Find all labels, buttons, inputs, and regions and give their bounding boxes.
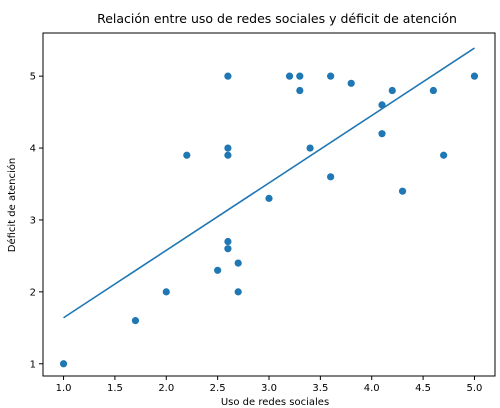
y-tick-label: 3 [30, 215, 36, 226]
y-tick-label: 1 [30, 359, 36, 370]
scatter-point [224, 237, 232, 246]
scatter-point [224, 245, 232, 253]
x-tick-label: 1.5 [107, 383, 123, 394]
x-tick-label: 5.0 [467, 383, 483, 394]
x-tick-label: 4.0 [364, 383, 380, 394]
scatter-point [214, 266, 222, 274]
y-tick-label: 4 [30, 144, 36, 155]
scatter-point [388, 86, 396, 95]
x-tick-label: 3.5 [312, 383, 328, 394]
x-tick-label: 3.0 [261, 383, 277, 394]
scatter-point [296, 86, 304, 95]
scatter-point [327, 72, 335, 80]
scatter-point [59, 360, 68, 368]
scatter-point [162, 288, 170, 296]
y-tick-label: 5 [30, 72, 36, 83]
scatter-point [347, 79, 355, 87]
scatter-point [440, 151, 448, 159]
scatter-point [224, 151, 232, 159]
scatter-point [296, 72, 304, 80]
scatter-point [183, 151, 191, 159]
scatter-point [398, 187, 407, 195]
scatter-point [378, 130, 386, 138]
scatter-point [429, 86, 437, 95]
y-axis-label: Déficit de atención [6, 158, 18, 252]
scatter-point [285, 72, 294, 80]
scatter-point [265, 194, 273, 202]
x-tick-label: 4.5 [415, 383, 431, 394]
regression-line [63, 47, 475, 319]
x-axis-label: Uso de redes sociales [221, 397, 329, 408]
plot-area [59, 47, 479, 368]
scatter-point [327, 173, 335, 181]
scatter-point [224, 72, 232, 80]
scatter-point [234, 288, 242, 296]
y-tick-label: 2 [30, 287, 36, 298]
scatter-point [378, 101, 386, 109]
scatter-point [470, 72, 479, 80]
scatter-point [224, 144, 232, 152]
scatter-point [306, 144, 314, 152]
scatter-point [131, 317, 140, 325]
x-axis: 1.0 1.5 2.0 2.5 3.0 3.5 4.0 4.5 5.0 [56, 376, 483, 394]
scatter-point [234, 259, 242, 267]
x-tick-label: 2.0 [158, 383, 174, 394]
x-tick-label: 1.0 [56, 383, 72, 394]
y-axis: 1 2 3 4 5 [30, 72, 43, 370]
chart-title: Relación entre uso de redes sociales y d… [97, 11, 457, 26]
x-tick-label: 2.5 [210, 383, 226, 394]
